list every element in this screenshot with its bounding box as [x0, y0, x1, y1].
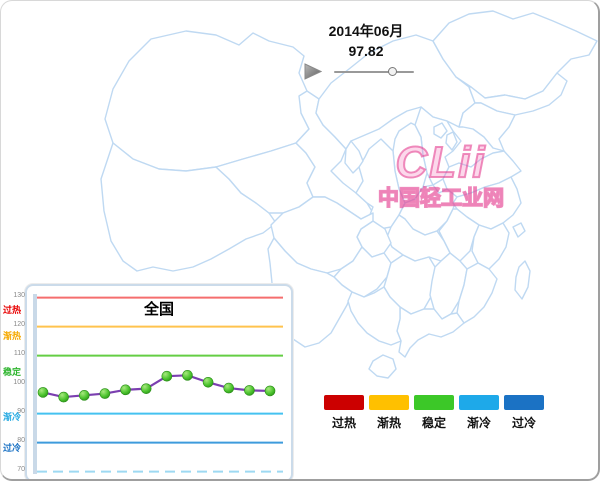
trend-chart — [33, 294, 283, 474]
data-point-10[interactable] — [223, 382, 235, 394]
legend-swatch-stable — [414, 395, 454, 410]
legend-swatch-cooling — [459, 395, 499, 410]
province-taiwan[interactable] — [514, 260, 531, 300]
data-point-8[interactable] — [182, 370, 193, 381]
data-point-2[interactable] — [58, 391, 69, 403]
province-xizang[interactable] — [100, 142, 277, 272]
y-tick-120: 120 — [13, 320, 25, 328]
legend-label-cooling: 渐冷 — [466, 416, 491, 430]
province-ningxia[interactable] — [344, 140, 364, 174]
current-period-label: 2014年06月 — [328, 23, 404, 39]
data-point-9[interactable] — [202, 376, 214, 388]
y-tick-130: 130 — [13, 291, 25, 299]
legend-item-stable: 稳定 — [414, 395, 454, 431]
y-tick-70: 70 — [17, 465, 25, 473]
data-point-6[interactable] — [140, 383, 152, 394]
zone-label-125: 过热 — [3, 305, 22, 316]
y-tick-110: 110 — [13, 349, 25, 357]
y-tick-80: 80 — [17, 436, 25, 444]
data-point-12[interactable] — [264, 385, 276, 397]
y-tick-100: 100 — [13, 378, 25, 386]
province-shanghai[interactable] — [512, 222, 526, 238]
play-icon[interactable] — [304, 63, 322, 80]
legend-swatch-overcooled — [504, 395, 544, 410]
province-guangdong[interactable] — [396, 306, 465, 358]
map-legend: 过热 渐热 稳定 渐冷 过冷 — [324, 395, 544, 431]
data-point-11[interactable] — [244, 385, 255, 396]
data-point-3[interactable] — [78, 390, 90, 401]
zone-label-77.5: 过冷 — [3, 442, 22, 453]
zone-label-116: 渐热 — [3, 331, 22, 342]
province-hainan[interactable] — [368, 354, 397, 379]
legend-item-cooling: 渐冷 — [459, 395, 499, 431]
province-guangxi[interactable] — [347, 286, 402, 346]
province-liaoning[interactable] — [458, 102, 516, 152]
legend-label-stable: 稳定 — [421, 416, 446, 430]
legend-swatch-overheated — [324, 395, 364, 410]
zone-gridlines — [37, 296, 283, 473]
legend-item-warming: 渐热 — [369, 395, 409, 431]
province-zhejiang[interactable] — [471, 222, 510, 270]
timeline-slider-handle[interactable] — [387, 67, 397, 76]
series-line-group — [37, 370, 276, 403]
y-tick-90: 90 — [17, 407, 25, 415]
current-index-value: 97.82 — [348, 43, 384, 59]
timeline-player — [304, 61, 434, 83]
legend-item-overcooled: 过冷 — [504, 395, 544, 431]
legend-label-overcooled: 过冷 — [511, 416, 536, 430]
legend-item-overheated: 过热 — [324, 395, 364, 431]
data-point-4[interactable] — [99, 388, 111, 399]
timeline-slider-track[interactable] — [334, 67, 414, 76]
province-fujian[interactable] — [456, 262, 498, 324]
series-line — [42, 374, 271, 399]
data-point-7[interactable] — [161, 370, 173, 382]
chart-title: 全国 — [143, 301, 174, 318]
province-beijing[interactable] — [433, 122, 448, 139]
data-point-1[interactable] — [37, 387, 49, 398]
y-axis-bar — [33, 294, 37, 474]
province-tianjin[interactable] — [445, 131, 458, 151]
timeline-header: 2014年06月 97.82 — [296, 21, 436, 59]
legend-label-overheated: 过热 — [331, 416, 356, 430]
legend-label-warming: 渐热 — [376, 416, 401, 430]
data-point-5[interactable] — [120, 384, 131, 396]
zone-label-103.5: 稳定 — [3, 367, 22, 378]
trend-chart-panel: 全国 — [25, 284, 293, 479]
legend-swatch-warming — [369, 395, 409, 410]
zone-label-88: 渐冷 — [3, 412, 22, 423]
